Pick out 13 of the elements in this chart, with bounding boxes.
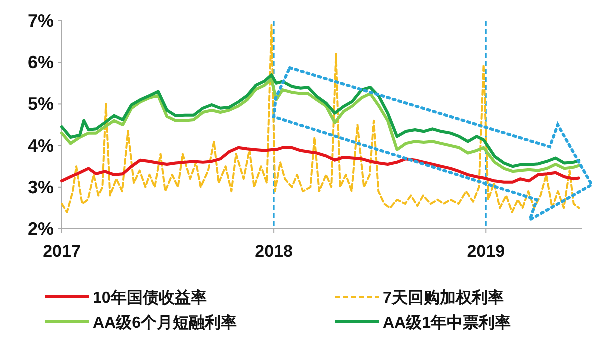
y-tick-label: 6% bbox=[28, 52, 54, 73]
x-tick-label: 2018 bbox=[255, 242, 293, 261]
legend-label: 7天回购加权利率 bbox=[383, 288, 504, 307]
y-tick-label: 7% bbox=[28, 11, 54, 31]
y-tick-label: 2% bbox=[28, 219, 54, 239]
legend-label: 10年国债收益率 bbox=[93, 288, 207, 307]
x-tick-label: 2019 bbox=[467, 242, 506, 261]
y-tick-label: 4% bbox=[28, 136, 54, 156]
y-tick-label: 3% bbox=[28, 177, 54, 198]
legend-label: AA级1年中票利率 bbox=[383, 313, 512, 332]
legend-label: AA级6个月短融利率 bbox=[93, 313, 238, 332]
y-tick-label: 5% bbox=[28, 94, 54, 114]
x-tick-label: 2017 bbox=[43, 242, 81, 261]
